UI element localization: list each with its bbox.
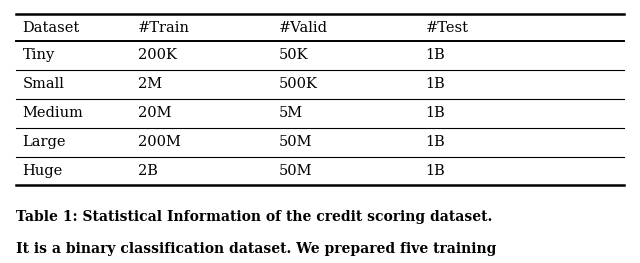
- Text: 1B: 1B: [426, 135, 445, 149]
- Text: 2B: 2B: [138, 164, 157, 178]
- Text: 20M: 20M: [138, 106, 171, 120]
- Text: Medium: Medium: [22, 106, 83, 120]
- Text: Tiny: Tiny: [22, 48, 54, 62]
- Text: Small: Small: [22, 77, 64, 91]
- Text: 200K: 200K: [138, 48, 177, 62]
- Text: Large: Large: [22, 135, 66, 149]
- Text: #Test: #Test: [426, 21, 468, 35]
- Text: 5M: 5M: [278, 106, 303, 120]
- Text: 500K: 500K: [278, 77, 317, 91]
- Text: #Valid: #Valid: [278, 21, 328, 35]
- Text: It is a binary classification dataset. We prepared five training: It is a binary classification dataset. W…: [16, 241, 497, 256]
- Text: Dataset: Dataset: [22, 21, 79, 35]
- Text: 50K: 50K: [278, 48, 308, 62]
- Text: 1B: 1B: [426, 164, 445, 178]
- Text: 1B: 1B: [426, 106, 445, 120]
- Text: 200M: 200M: [138, 135, 180, 149]
- Text: 50M: 50M: [278, 164, 312, 178]
- Text: 2M: 2M: [138, 77, 162, 91]
- Text: 50M: 50M: [278, 135, 312, 149]
- Text: 1B: 1B: [426, 48, 445, 62]
- Text: 1B: 1B: [426, 77, 445, 91]
- Text: Huge: Huge: [22, 164, 63, 178]
- Text: #Train: #Train: [138, 21, 189, 35]
- Text: Table 1: Statistical Information of the credit scoring dataset.: Table 1: Statistical Information of the …: [16, 210, 492, 224]
